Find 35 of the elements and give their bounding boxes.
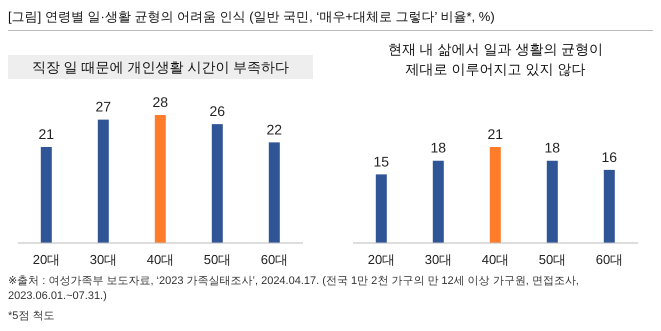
x-tick-label: 40대 <box>482 252 510 268</box>
chart-title: 현재 내 삶에서 일과 생활의 균형이 제대로 이루어지고 있지 않다 <box>386 40 604 79</box>
text: *5점 척도 <box>8 309 56 324</box>
bar <box>376 174 387 243</box>
data-label: 22 <box>266 121 282 138</box>
bar <box>546 160 558 243</box>
x-tick-label: 30대 <box>424 252 452 268</box>
data-label: 15 <box>374 153 390 170</box>
x-tick-label: 60대 <box>596 252 624 268</box>
x-tick-label: 20대 <box>368 252 396 268</box>
data-label: 28 <box>152 94 168 110</box>
bar <box>98 120 109 243</box>
x-tick-label: 30대 <box>90 252 118 268</box>
data-label: 27 <box>96 98 112 115</box>
data-label: 21 <box>488 126 504 142</box>
bar <box>154 115 166 243</box>
bar <box>268 142 280 243</box>
x-tick-label: 20대 <box>32 252 60 268</box>
x-tick-label: 50대 <box>538 252 566 268</box>
x-tick-label: 50대 <box>204 252 232 268</box>
x-tick-label: 40대 <box>146 252 174 268</box>
x-tick-label: 60대 <box>260 252 288 268</box>
chart-title: 직장 일 때문에 개인생활 시간이 부족하다 <box>8 55 313 79</box>
bar <box>604 170 615 243</box>
text: [그림] 연령별 일·생활 균형의 어려움 인식 (일반 국민, ‘매우+대체로 그렇다’ 비율*, %) <box>8 8 495 26</box>
bar <box>40 147 52 243</box>
bar <box>212 124 223 243</box>
data-label: 16 <box>602 148 618 165</box>
bar <box>490 147 501 243</box>
data-label: 21 <box>38 126 54 142</box>
data-label: 18 <box>544 140 560 156</box>
data-label: 18 <box>430 140 446 156</box>
data-label: 26 <box>210 103 226 120</box>
bar <box>432 160 444 243</box>
text: ※출처 : 여성가족부 보도자료, ‘2023 가족실태조사’, 2024.04.17. (전국 1만 2천 가구의 만 12세 이상 가구원, 면접조사, 2023.06.01.~07.31.) <box>8 274 580 304</box>
